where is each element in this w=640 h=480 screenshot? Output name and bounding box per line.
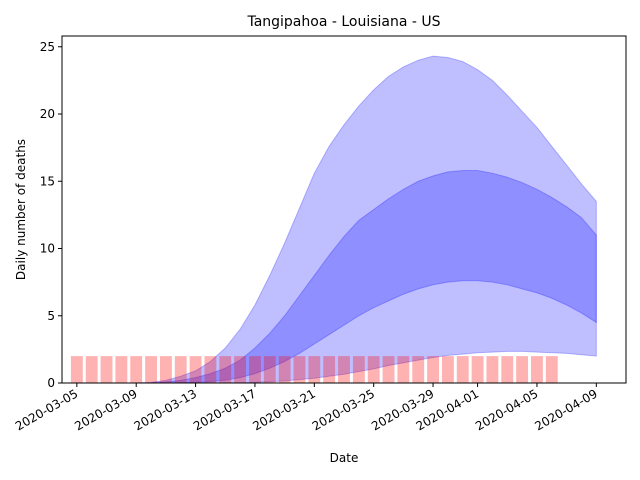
bar [219,356,232,383]
bar [204,356,217,383]
bar [545,356,558,383]
observed-bars [70,356,558,383]
bar [531,356,543,383]
bar [278,356,291,383]
y-tick-label: 25 [40,40,55,54]
bar [323,356,336,383]
bar [412,356,425,383]
bar [70,356,83,383]
bar [293,356,306,383]
x-axis-label: Date [330,451,359,465]
bar [159,356,172,383]
y-tick-label: 15 [40,174,55,188]
y-axis-ticks: 0 5 10 15 20 25 [40,40,62,390]
y-tick-label: 20 [40,107,55,121]
bar [338,356,350,383]
bar [471,356,484,383]
bar [234,356,247,383]
bar [486,356,499,383]
bar [501,356,514,383]
bar [382,356,395,383]
bar [308,356,321,383]
bar [85,356,98,383]
bar [189,356,202,383]
bar [145,356,157,383]
chart-title: Tangipahoa - Louisiana - US [246,14,440,30]
y-axis-label: Daily number of deaths [14,139,28,280]
band-inner [76,170,597,384]
bar [441,356,454,383]
plot-frame [61,35,627,384]
bar [397,356,410,383]
confidence-bands [76,55,597,384]
bar [174,356,187,383]
band-outer [76,55,597,384]
bar [352,356,365,383]
y-tick-label: 0 [47,376,55,390]
bar [130,356,143,383]
bar [115,356,128,383]
y-tick-label: 5 [47,309,55,323]
bar [427,356,439,383]
bar [249,356,261,383]
bar [100,356,113,383]
bar [367,356,380,383]
bar [456,356,469,383]
y-tick-label: 10 [40,242,55,256]
bar [263,356,276,383]
bar [516,356,529,383]
